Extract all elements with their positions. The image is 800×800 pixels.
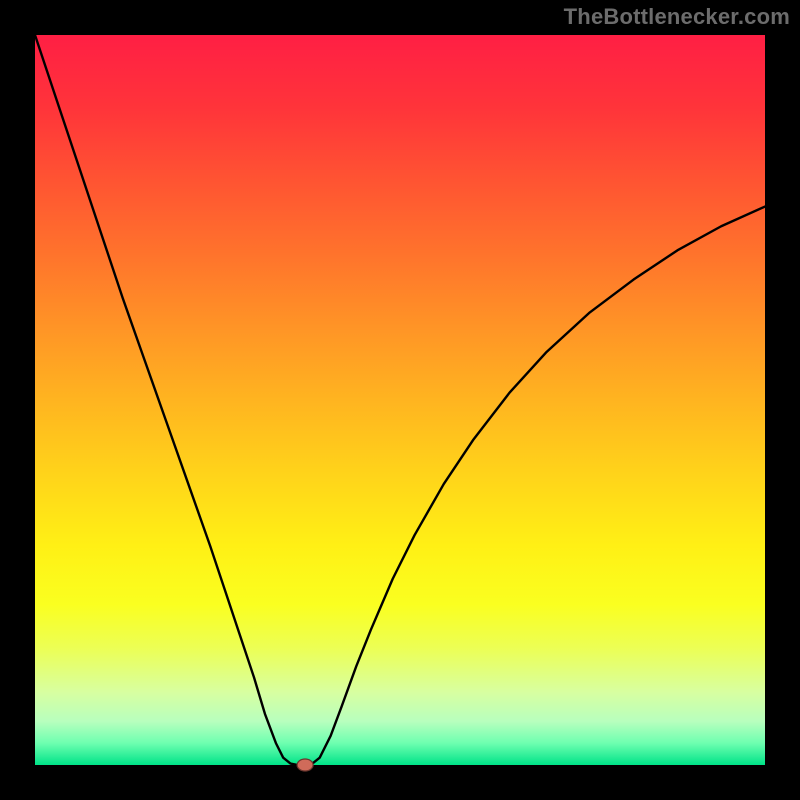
chart-container: TheBottlenecker.com <box>0 0 800 800</box>
bottleneck-chart <box>0 0 800 800</box>
plot-area-background <box>35 35 765 765</box>
watermark-text: TheBottlenecker.com <box>564 4 790 30</box>
optimal-point-marker <box>297 759 313 771</box>
